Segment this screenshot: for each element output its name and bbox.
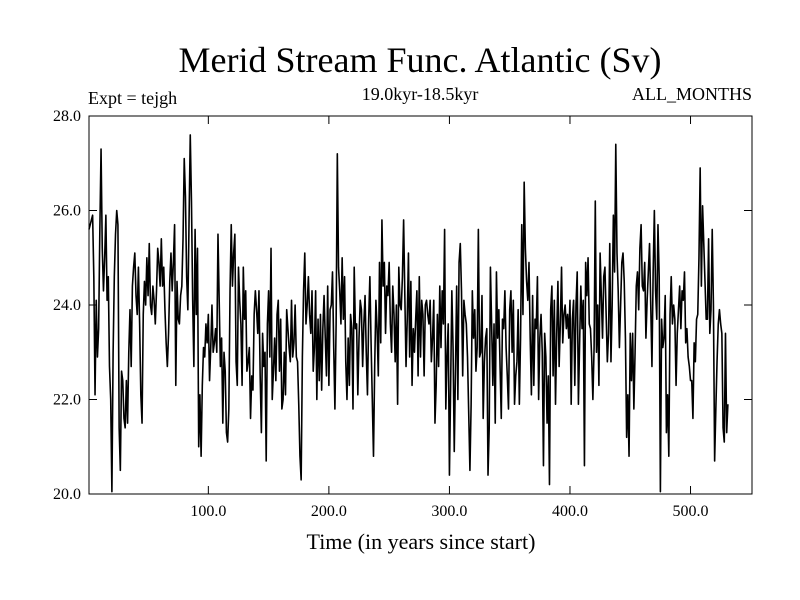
chart-title: Merid Stream Func. Atlantic (Sv) [178, 40, 662, 80]
x-tick-label: 400.0 [552, 503, 588, 520]
months-label: ALL_MONTHS [632, 84, 752, 104]
chart-subtitle: 19.0kyr-18.5kyr [361, 84, 479, 104]
x-tick-label: 500.0 [673, 503, 709, 520]
y-tick-label: 24.0 [53, 297, 81, 314]
plot-layer [88, 134, 729, 493]
x-axis: 100.0 200.0 300.0 400.0 500.0 [190, 116, 709, 520]
y-tick-label: 20.0 [53, 486, 81, 503]
y-axis: 20.0 22.0 24.0 26.0 28.0 [53, 108, 752, 503]
x-axis-title: Time (in years since start) [307, 529, 536, 554]
experiment-label: Expt = tejgh [88, 88, 178, 108]
y-tick-label: 22.0 [53, 392, 81, 409]
x-tick-label: 100.0 [190, 503, 226, 520]
x-tick-label: 200.0 [311, 503, 347, 520]
series-line-0 [88, 134, 729, 493]
y-tick-label: 26.0 [53, 203, 81, 220]
y-tick-label: 28.0 [53, 108, 81, 125]
x-tick-label: 300.0 [431, 503, 467, 520]
